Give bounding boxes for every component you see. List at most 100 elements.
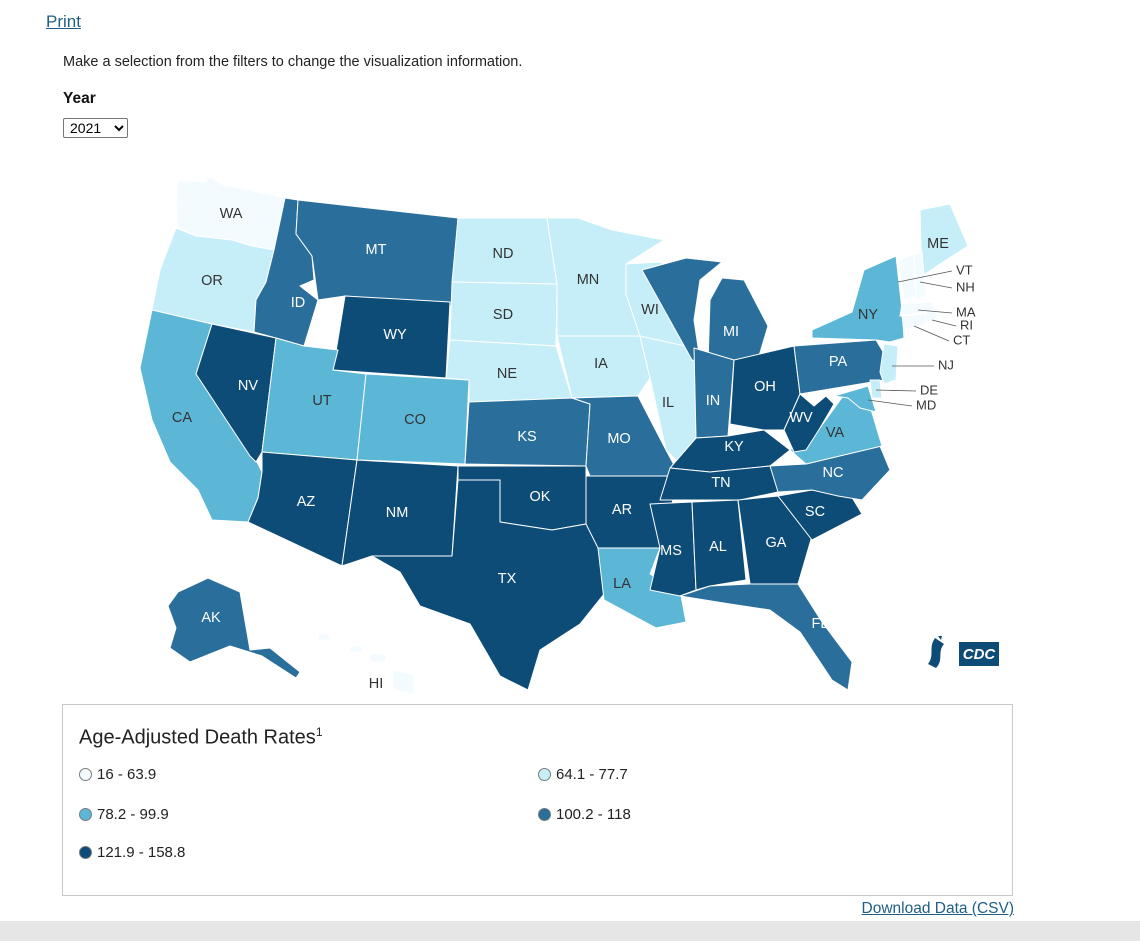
state-label-ny: NY xyxy=(858,307,878,323)
legend-title-text: Age-Adjusted Death Rates xyxy=(79,726,316,749)
state-md[interactable] xyxy=(833,385,877,413)
state-label-ok: OK xyxy=(530,489,551,505)
state-label-mt: MT xyxy=(366,242,387,258)
state-label-nj: NJ xyxy=(938,357,954,372)
page-bottom-bar xyxy=(0,921,1140,941)
legend-box: Age-Adjusted Death Rates1 16 - 63.9 64.1… xyxy=(62,704,1013,896)
state-ny[interactable] xyxy=(811,255,905,343)
legend-swatch xyxy=(79,808,92,821)
legend-label: 64.1 - 77.7 xyxy=(556,766,628,783)
state-label-wi: WI xyxy=(641,302,659,318)
state-label-ct: CT xyxy=(953,332,970,347)
state-label-vt: VT xyxy=(956,262,973,277)
state-label-ne: NE xyxy=(497,366,517,382)
state-label-in: IN xyxy=(706,393,721,409)
state-hi[interactable] xyxy=(317,633,415,695)
legend-swatch xyxy=(538,808,551,821)
state-ma[interactable] xyxy=(899,301,937,317)
states-layer xyxy=(139,175,969,695)
leader-line-nh xyxy=(919,281,953,289)
state-label-ut: UT xyxy=(312,393,331,409)
leader-line-md xyxy=(867,399,913,407)
state-label-ar: AR xyxy=(612,502,632,518)
state-label-sd: SD xyxy=(493,307,513,323)
state-wv[interactable] xyxy=(783,393,835,453)
state-label-md: MD xyxy=(916,397,936,412)
state-label-nd: ND xyxy=(493,246,514,262)
state-label-nc: NC xyxy=(823,465,844,481)
state-label-tn: TN xyxy=(711,475,730,491)
legend-label: 16 - 63.9 xyxy=(97,766,157,783)
legend-label: 78.2 - 99.9 xyxy=(97,806,169,823)
svg-text:CDC: CDC xyxy=(963,646,997,663)
download-data-link[interactable]: Download Data (CSV) xyxy=(861,900,1014,917)
legend-item: 78.2 - 99.9 xyxy=(79,806,169,824)
legend-item: 64.1 - 77.7 xyxy=(538,766,628,784)
leader-line-de xyxy=(875,389,917,392)
leader-line-vt xyxy=(897,270,953,283)
state-label-la: LA xyxy=(613,576,631,592)
legend-label: 121.9 - 158.8 xyxy=(97,844,186,861)
state-label-wy: WY xyxy=(383,327,407,343)
legend-item: 100.2 - 118 xyxy=(538,806,631,824)
state-label-sc: SC xyxy=(805,504,825,520)
state-label-nm: NM xyxy=(386,505,409,521)
state-de[interactable] xyxy=(869,379,883,399)
state-label-co: CO xyxy=(404,412,426,428)
state-fl[interactable] xyxy=(679,583,853,691)
state-label-ms: MS xyxy=(660,543,682,559)
leader-line-ct xyxy=(913,325,950,342)
state-sc[interactable] xyxy=(777,489,863,541)
us-choropleth-map: WA OR CA NV ID MT WY UT CO AZ NM ND SD NE KS OK TX MN IA MO… xyxy=(139,175,999,695)
state-label-ga: GA xyxy=(766,535,787,551)
legend-footnote: 1 xyxy=(315,725,323,739)
state-label-mi: MI xyxy=(723,324,739,340)
state-nj[interactable] xyxy=(879,343,899,385)
legend-swatch xyxy=(79,846,92,859)
state-label-me: ME xyxy=(927,236,949,252)
legend-swatch xyxy=(79,768,92,781)
state-label-va: VA xyxy=(826,425,845,441)
state-label-ks: KS xyxy=(517,429,536,445)
year-filter-label: Year xyxy=(63,90,96,107)
year-select[interactable]: 2021 xyxy=(63,118,128,138)
state-label-or: OR xyxy=(201,273,223,289)
state-ga[interactable] xyxy=(737,495,813,585)
print-link[interactable]: Print xyxy=(46,12,81,31)
leader-line-ma xyxy=(917,309,953,314)
state-ia[interactable] xyxy=(556,335,651,399)
state-la[interactable] xyxy=(597,547,687,629)
state-label-tx: TX xyxy=(498,571,517,587)
legend-item: 121.9 - 158.8 xyxy=(79,844,185,862)
state-label-il: IL xyxy=(662,395,674,411)
state-label-az: AZ xyxy=(297,494,316,510)
state-label-pa: PA xyxy=(829,354,848,370)
legend-item: 16 - 63.9 xyxy=(79,766,156,784)
state-ct[interactable] xyxy=(901,313,927,331)
state-label-al: AL xyxy=(709,539,727,555)
state-al[interactable] xyxy=(691,499,747,591)
state-label-ky: KY xyxy=(724,439,744,455)
state-tx[interactable] xyxy=(371,479,605,691)
cdc-logo: CDC xyxy=(928,636,999,668)
state-vt[interactable] xyxy=(897,253,917,301)
state-label-hi: HI xyxy=(369,676,384,692)
state-label-ca: CA xyxy=(172,410,192,426)
state-label-ma: MA xyxy=(956,304,976,319)
state-label-nv: NV xyxy=(238,378,258,394)
legend-swatch xyxy=(538,768,551,781)
state-label-ak: AK xyxy=(201,610,221,626)
state-nh[interactable] xyxy=(913,251,927,301)
state-label-de: DE xyxy=(920,382,938,397)
state-label-ri: RI xyxy=(960,317,973,332)
state-label-wv: WV xyxy=(789,410,813,426)
state-label-nh: NH xyxy=(956,279,975,294)
state-ak[interactable] xyxy=(167,577,301,679)
state-label-oh: OH xyxy=(754,379,776,395)
state-label-mo: MO xyxy=(607,431,630,447)
state-labels-layer: WA OR CA NV ID MT WY UT CO AZ NM ND SD NE KS OK TX MN IA MO… xyxy=(172,206,976,692)
state-label-mn: MN xyxy=(577,272,600,288)
legend-label: 100.2 - 118 xyxy=(556,806,631,823)
state-label-id: ID xyxy=(291,295,306,311)
leader-line-ri xyxy=(931,319,957,327)
